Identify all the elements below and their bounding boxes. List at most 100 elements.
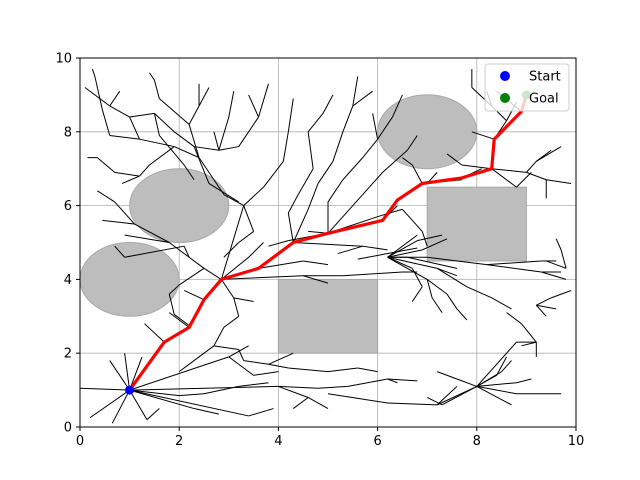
- tree-edge-36: [223, 194, 244, 207]
- tree-edge-222: [516, 172, 532, 188]
- tree-edge-7: [129, 389, 195, 410]
- tree-edge-198: [501, 360, 512, 372]
- tree-edge-78: [243, 205, 255, 232]
- tree-edge-184: [357, 247, 418, 260]
- tree-edge-32: [243, 186, 264, 206]
- tree-edge-152: [193, 408, 219, 415]
- y-tick-label-0: 0: [64, 421, 72, 436]
- tree-edge-61: [193, 146, 210, 184]
- tree-edge-178: [427, 256, 487, 266]
- tree-edge-213: [496, 356, 508, 376]
- tree-edge-127: [233, 297, 254, 303]
- tree-layer: [79, 68, 572, 424]
- tree-edge-44: [139, 138, 175, 148]
- y-axis-ticks: 0 2 4 6 8 10: [55, 52, 80, 436]
- tree-edge-224: [446, 153, 463, 166]
- x-tick-label-4: 8: [473, 434, 481, 449]
- tree-edge-166: [466, 286, 492, 299]
- x-axis-ticks: 0 2 4 6 8 10: [76, 427, 584, 449]
- tree-edge-100: [377, 116, 393, 140]
- tree-edge-211: [436, 385, 478, 406]
- tree-edge-14: [168, 312, 190, 328]
- tree-edge-182: [541, 271, 567, 280]
- tree-edge-176: [407, 256, 458, 269]
- tree-edge-57: [248, 94, 260, 118]
- tree-edge-219: [536, 149, 552, 162]
- tree-edge-125: [303, 275, 329, 284]
- tree-edge-111: [402, 157, 413, 166]
- y-tick-label-5: 10: [55, 52, 72, 67]
- tree-edge-50: [129, 112, 155, 118]
- tree-edge-141: [278, 385, 319, 389]
- tree-edge-71: [91, 68, 96, 77]
- tree-edge-206: [456, 378, 477, 387]
- tree-edge-54: [218, 146, 239, 151]
- tree-edge-205: [516, 378, 532, 384]
- tree-edge-77: [198, 87, 210, 107]
- tree-edge-99: [362, 138, 378, 158]
- legend-goal-marker: [500, 93, 510, 103]
- tree-edge-20: [124, 234, 170, 243]
- tree-edge-19: [183, 245, 190, 258]
- tree-edge-120: [303, 260, 329, 266]
- tree-edge-11: [129, 389, 180, 397]
- obstacle-rect-0: [277, 278, 379, 354]
- tree-edge-140: [357, 367, 378, 373]
- tree-edge-63: [149, 146, 175, 166]
- tree-edge-26: [114, 245, 126, 258]
- tree-edge-41: [159, 98, 190, 125]
- tree-edge-199: [476, 385, 517, 395]
- tree-edge-143: [347, 378, 388, 387]
- tree-edge-87: [342, 105, 354, 132]
- y-tick-label-1: 2: [64, 347, 72, 362]
- tree-edge-162: [426, 279, 433, 298]
- tree-edge-123: [342, 271, 403, 277]
- tree-edge-173: [411, 268, 423, 288]
- tree-edge-85: [317, 161, 334, 184]
- tree-edge-55: [238, 116, 259, 147]
- tree-edge-66: [97, 157, 116, 173]
- tree-edge-73: [149, 72, 155, 81]
- tree-edge-64: [139, 164, 150, 177]
- tree-edge-225: [471, 131, 495, 140]
- tree-edge-45: [109, 134, 140, 140]
- tree-edge-187: [536, 297, 552, 306]
- tree-edge-23: [114, 201, 135, 225]
- tree-edge-163: [431, 297, 443, 313]
- tree-edge-89: [352, 90, 373, 107]
- tree-edge-34: [282, 131, 289, 162]
- tree-edge-240: [555, 238, 562, 251]
- tree-edge-185: [387, 240, 418, 258]
- tree-edge-157: [146, 408, 160, 420]
- tree-edge-158: [387, 256, 428, 280]
- tree-edge-115: [377, 208, 403, 218]
- tree-edge-130: [213, 327, 225, 347]
- tree-edge-223: [461, 164, 492, 170]
- tree-edge-159: [426, 278, 448, 295]
- tree-edge-46: [129, 116, 140, 140]
- tree-edge-29: [168, 294, 175, 315]
- x-tick-label-5: 10: [568, 434, 585, 449]
- legend-start-marker: [500, 71, 510, 81]
- tree-edge-62: [208, 183, 239, 203]
- tree-edge-191: [521, 323, 537, 343]
- tree-edge-118: [337, 245, 363, 255]
- tree-edge-145: [387, 378, 398, 384]
- tree-edge-79: [238, 231, 254, 243]
- tree-edge-239: [560, 249, 567, 269]
- tree-edge-132: [193, 345, 215, 361]
- tree-edge-161: [456, 308, 468, 321]
- tree-edge-106: [382, 149, 408, 173]
- tree-edge-147: [307, 397, 329, 409]
- tree-edge-80: [223, 242, 240, 258]
- tree-edge-94: [307, 113, 324, 133]
- tree-edge-129: [223, 315, 240, 328]
- tree-edge-146: [278, 385, 309, 398]
- tree-edge-5: [124, 353, 131, 391]
- tree-edge-58: [218, 116, 230, 151]
- tree-edge-9: [129, 385, 279, 391]
- tree-edge-98: [342, 157, 364, 181]
- tree-edge-151: [253, 371, 279, 376]
- y-tick-label-2: 4: [64, 273, 72, 288]
